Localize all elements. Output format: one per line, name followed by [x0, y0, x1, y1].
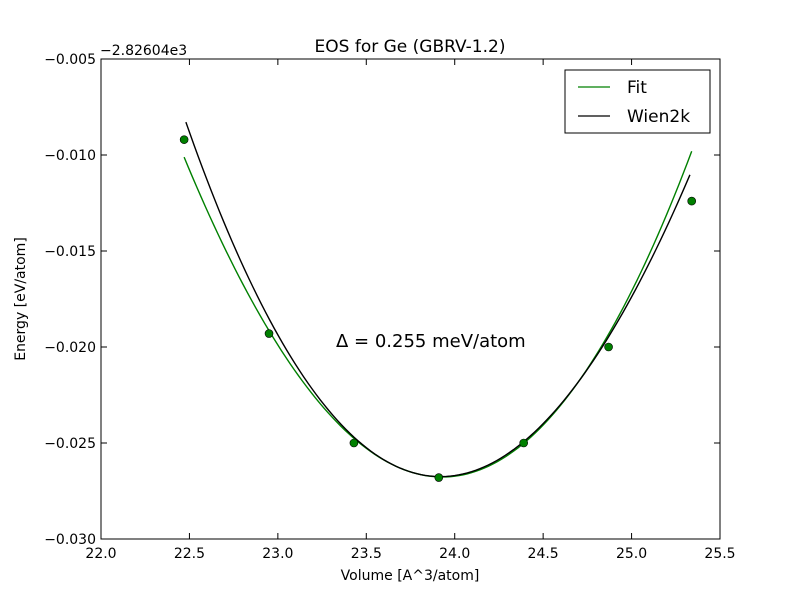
legend-label-fit: Fit	[627, 78, 647, 98]
legend: Fit Wien2k	[564, 69, 711, 134]
x-tick-label: 22.5	[174, 546, 205, 562]
plot-area	[100, 58, 721, 540]
x-tick-label: 24.5	[528, 546, 559, 562]
y-tick-label: −0.015	[44, 244, 96, 260]
data-point	[349, 438, 359, 448]
y-offset-label: −2.82604e3	[100, 43, 187, 59]
x-tick-label: 24.0	[439, 546, 470, 562]
x-tick-label: 23.5	[351, 546, 382, 562]
x-tick-label: 23.0	[262, 546, 293, 562]
ticks-layer: 22.0 22.5 23.0 23.5 24.0 24.5 25.0 25.5 −0.030 −0…	[44, 52, 735, 562]
data-point	[434, 473, 444, 482]
y-tick-label: −0.020	[44, 340, 96, 356]
y-axis-label: Energy [eV/atom]	[13, 237, 29, 361]
x-tick-label: 25.5	[704, 546, 735, 562]
y-tick-label: −0.010	[44, 148, 96, 164]
y-tick-label: −0.005	[44, 52, 96, 68]
legend-label-wien2k: Wien2k	[627, 107, 690, 127]
y-tick-label: −0.030	[44, 532, 96, 548]
data-point	[604, 342, 613, 352]
data-point	[687, 196, 697, 206]
x-tick-label: 25.0	[616, 546, 647, 562]
delta-annotation: Δ = 0.255 meV/atom	[336, 331, 526, 352]
x-axis-label: Volume [A^3/atom]	[341, 568, 480, 584]
y-tick-label: −0.025	[44, 436, 96, 452]
points-layer	[179, 135, 697, 482]
chart-title: EOS for Ge (GBRV-1.2)	[315, 37, 506, 57]
data-point	[519, 438, 528, 448]
data-point	[179, 135, 189, 144]
legend-box	[564, 69, 711, 134]
data-point	[264, 329, 274, 338]
x-tick-label: 22.0	[85, 546, 116, 562]
